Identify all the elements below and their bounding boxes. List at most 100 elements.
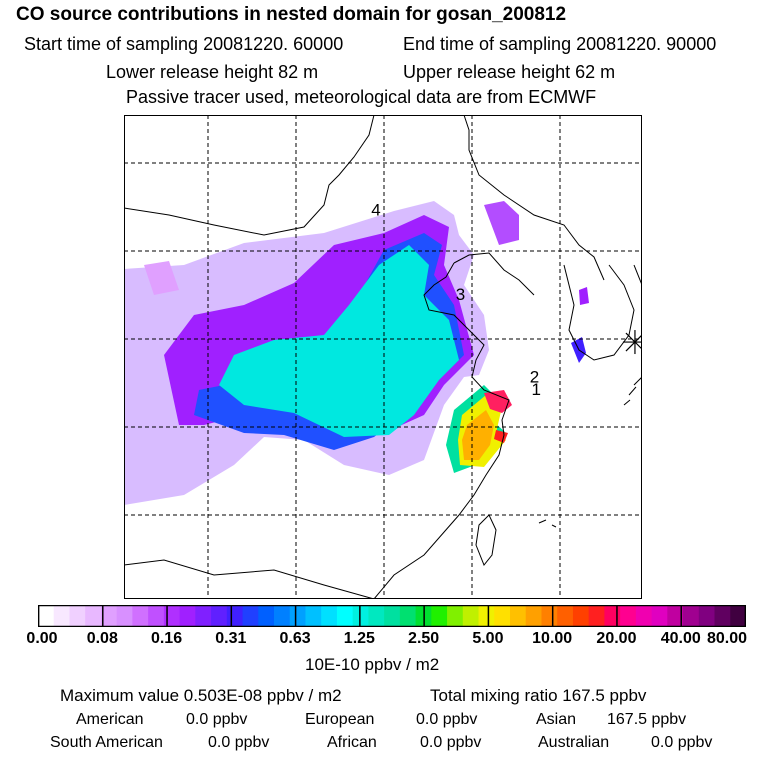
manchuria-blob [484, 201, 519, 245]
coastline-korea [563, 264, 635, 361]
colorbar-cell [698, 605, 716, 627]
colorbar-cell [683, 605, 700, 627]
coastline-japan-north [633, 264, 642, 286]
colorbar-tick-label: 0.00 [26, 630, 58, 647]
colorbar-cell [116, 605, 133, 627]
colorbar-cell [336, 605, 354, 627]
colorbar-cell [163, 605, 181, 627]
region-value: 0.0 ppbv [208, 734, 270, 751]
region-name: Asian [536, 711, 577, 728]
colorbar-tick-label: 20.00 [596, 630, 637, 647]
philippine-islands [538, 519, 557, 528]
colorbar-cell [651, 605, 668, 627]
colorbar-cell [100, 605, 118, 627]
region-name: European [305, 711, 375, 728]
colorbar-cell [557, 605, 574, 627]
colorbar [38, 605, 746, 627]
start-time-label: Start time of sampling 20081220. 60000 [24, 34, 344, 54]
border-south [124, 559, 375, 599]
map-panel: 4 3 21 [124, 115, 642, 599]
ryukyu-islands [623, 376, 642, 406]
region-value: 0.0 ppbv [651, 734, 713, 751]
tracer-note: Passive tracer used, meteorological data… [126, 87, 597, 107]
colorbar-tick-label: 10.00 [532, 630, 573, 647]
colorbar-cell [730, 605, 746, 627]
figure-title: CO source contributions in nested domain… [16, 4, 567, 25]
source-marker-1: 1 [532, 380, 541, 399]
colorbar-cell [321, 605, 338, 627]
end-time-label: End time of sampling 20081220. 90000 [403, 34, 717, 54]
colorbar-cell [85, 605, 102, 627]
coastline-bohai [453, 252, 535, 296]
region-name: Australian [538, 734, 610, 751]
plume-red-spot [494, 430, 508, 443]
maximum-value: Maximum value 0.503E-08 ppbv / m2 [60, 686, 342, 705]
colorbar-cell [258, 605, 275, 627]
colorbar-cell [384, 605, 401, 627]
west-blob [144, 261, 179, 295]
colorbar-cell [620, 605, 637, 627]
colorbar-unit-label: 10E-10 ppbv / m2 [305, 655, 440, 674]
colorbar-cell [462, 605, 480, 627]
colorbar-tick-label: 1.25 [343, 630, 375, 647]
colorbar-cell [494, 605, 511, 627]
upper-height-label: Upper release height 62 m [403, 62, 616, 82]
colorbar-cell [132, 605, 149, 627]
total-mixing-ratio: Total mixing ratio 167.5 ppbv [430, 686, 647, 705]
colorbar-cell [305, 605, 322, 627]
source-markers: 4 3 21 [371, 200, 541, 399]
colorbar-cell [53, 605, 71, 627]
plume-orange [462, 410, 494, 460]
source-marker-4: 4 [371, 200, 380, 219]
colorbar-cell [525, 605, 543, 627]
colorbar-cell [274, 605, 291, 627]
colorbar-cell [572, 605, 590, 627]
colorbar-cell [38, 605, 55, 627]
plume-red-hotspot [484, 390, 512, 413]
source-marker-3: 3 [456, 285, 465, 304]
colorbar-cell [69, 605, 86, 627]
region-value: 0.0 ppbv [416, 711, 478, 728]
colorbar-tick-label: 5.00 [472, 630, 504, 647]
colorbar-tick-label: 0.63 [279, 630, 311, 647]
coastline-china [373, 262, 510, 599]
colorbar-cell [289, 605, 307, 627]
colorbar-cell [541, 605, 558, 627]
plume-cyan [219, 245, 459, 437]
region-value: 0.0 ppbv [186, 711, 248, 728]
colorbar-cell [179, 605, 196, 627]
colorbar-cell [510, 605, 527, 627]
colorbar-cell [431, 605, 448, 627]
colorbar-cell [604, 605, 621, 627]
colorbar-tick-label: 40.00 [660, 630, 701, 647]
colorbar-cell [447, 605, 464, 627]
asterisk-icon [622, 330, 642, 355]
border-mongolia [124, 115, 375, 236]
concentration-field [124, 201, 589, 505]
source-marker-2: 2 [530, 368, 539, 387]
region-name: South American [50, 734, 163, 751]
taiwan [475, 514, 497, 566]
colorbar-cell [635, 605, 653, 627]
colorbar-cell [667, 605, 684, 627]
border-korea-north [463, 115, 605, 281]
colorbar-cell [478, 605, 495, 627]
colorbar-cell [399, 605, 417, 627]
colorbar-cell [714, 605, 731, 627]
colorbar-cell [368, 605, 385, 627]
colorbar-cell [211, 605, 228, 627]
colorbar-cell [148, 605, 165, 627]
colorbar-tick-label: 0.08 [86, 630, 118, 647]
colorbar-cell [195, 605, 212, 627]
region-value: 0.0 ppbv [420, 734, 482, 751]
region-value: 167.5 ppbv [607, 711, 687, 728]
colorbar-cell [242, 605, 259, 627]
colorbar-tick-label: 80.00 [706, 630, 748, 647]
colorbar-cell [226, 605, 244, 627]
colorbar-cell [588, 605, 605, 627]
region-name: African [327, 734, 377, 751]
colorbar-cell [352, 605, 369, 627]
region-name: American [76, 711, 144, 728]
colorbar-tick-label: 2.50 [408, 630, 440, 647]
korea-blob-north [579, 287, 589, 305]
